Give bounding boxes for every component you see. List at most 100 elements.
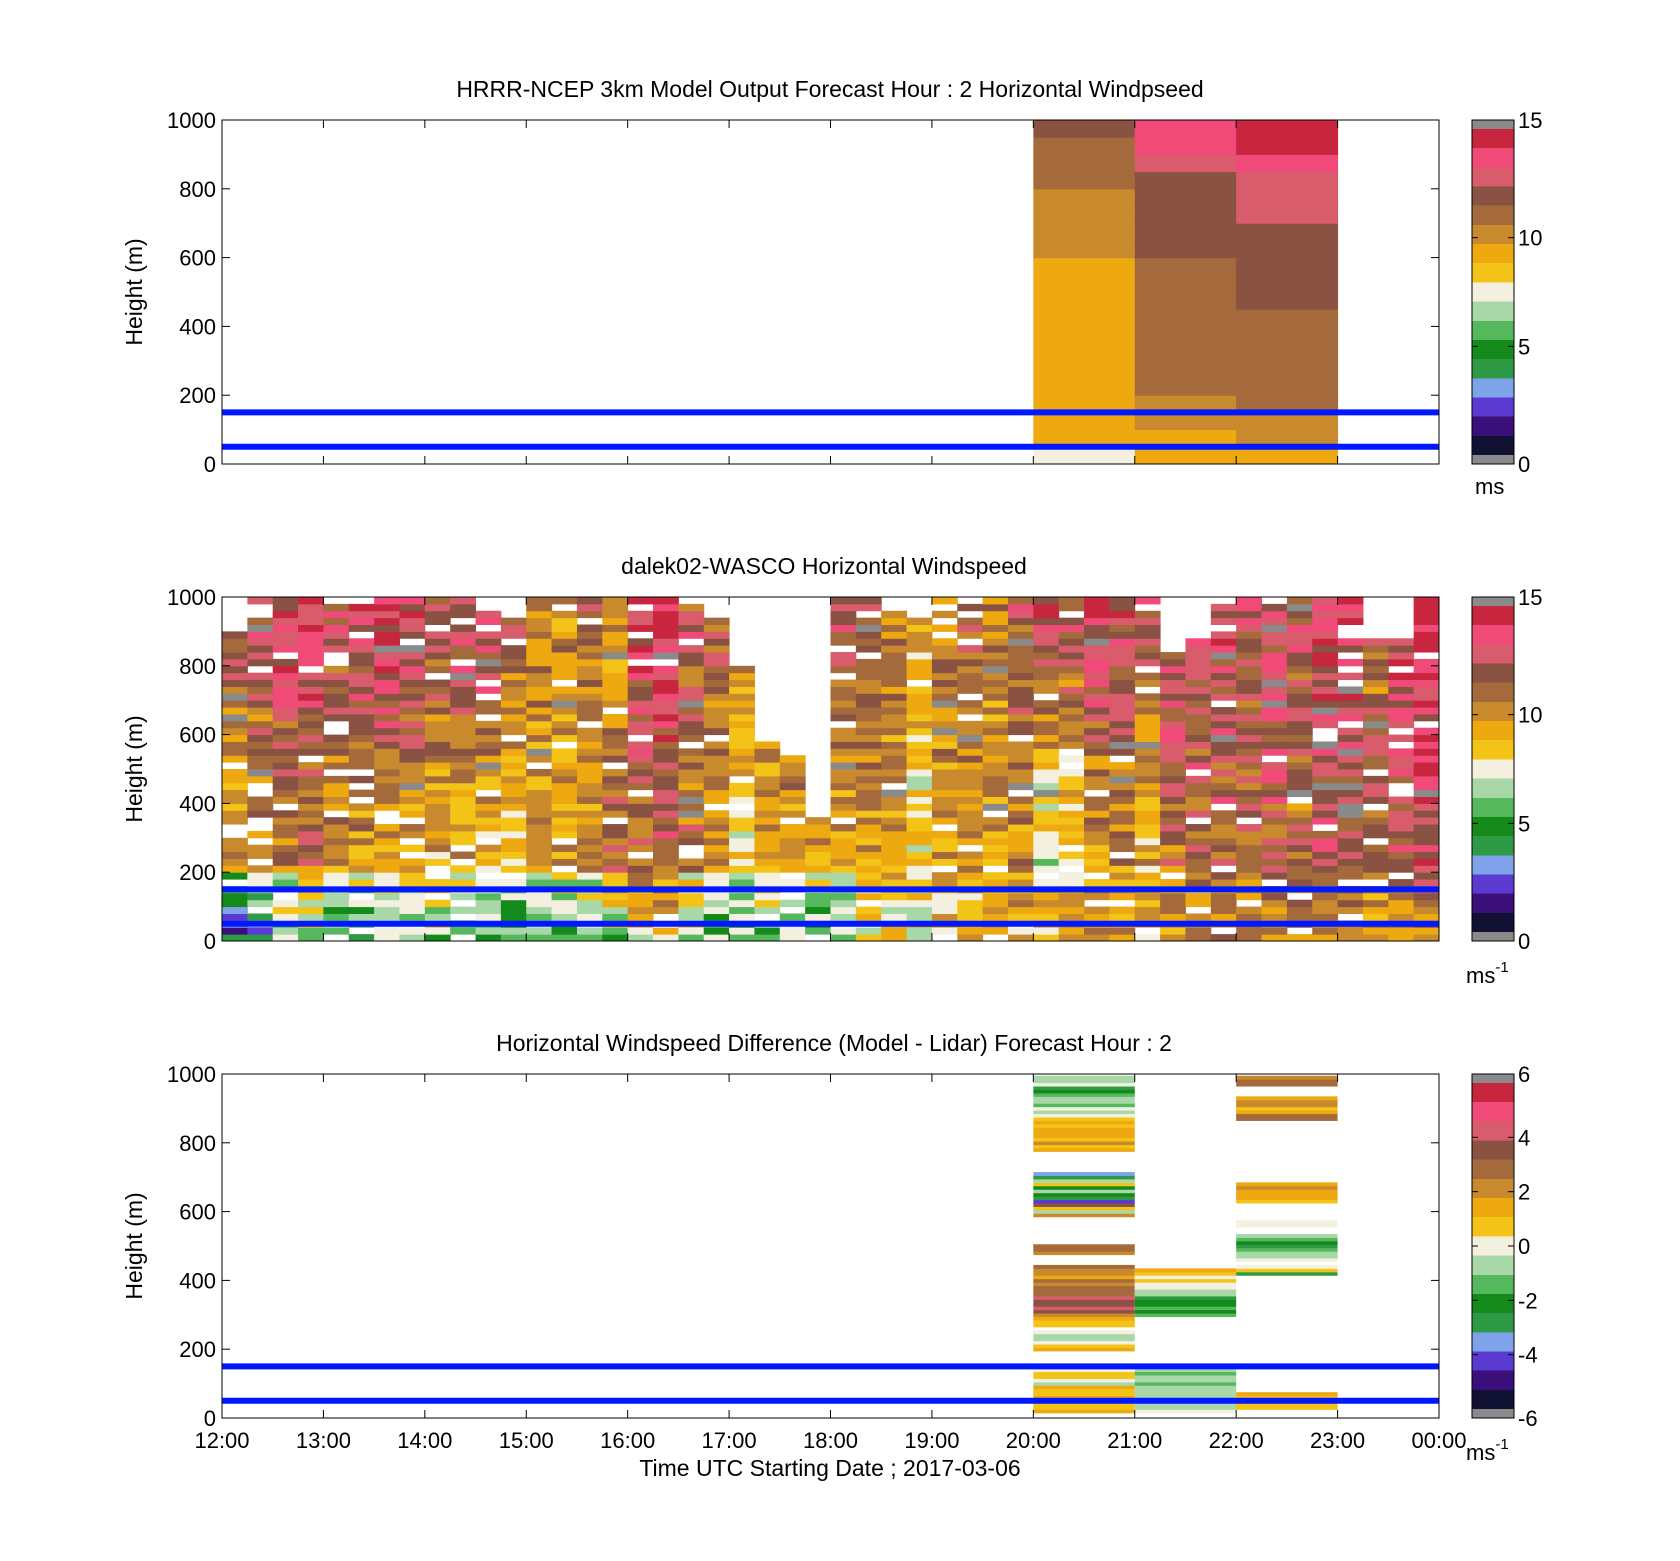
heatmap-cell (526, 700, 553, 708)
heatmap-cell (1084, 617, 1110, 626)
heatmap-cell (931, 720, 958, 729)
heatmap-cell (450, 872, 477, 880)
heatmap-cell (374, 603, 400, 612)
heatmap-cell (1084, 775, 1110, 784)
heatmap-cell (1160, 762, 1186, 770)
heatmap-cell (399, 665, 426, 674)
heatmap-cell (830, 597, 857, 605)
heatmap-cell (247, 597, 274, 605)
heatmap-cell (298, 713, 324, 722)
heatmap-cell (855, 700, 882, 708)
heatmap-cell (1033, 713, 1060, 722)
heatmap-cell (1007, 665, 1034, 674)
heatmap-cell (526, 927, 553, 935)
heatmap-cell (1033, 1405, 1135, 1410)
heatmap-cell (1312, 748, 1339, 756)
heatmap-cell (1236, 679, 1263, 687)
heatmap-cell (1185, 693, 1212, 701)
heatmap-cell (1033, 154, 1136, 173)
heatmap-cell (703, 934, 730, 941)
heatmap-cell (1236, 1240, 1338, 1245)
heatmap-cell (1413, 762, 1439, 770)
heatmap-cell (906, 741, 933, 749)
heatmap-cell (1210, 707, 1237, 715)
heatmap-cell (1261, 700, 1288, 708)
colorbar-frame (1471, 596, 1515, 942)
heatmap-cell (1033, 1209, 1135, 1214)
heatmap-cell (500, 934, 527, 941)
heatmap-cell (1084, 810, 1110, 818)
heatmap-cell (424, 720, 451, 729)
heatmap-cell (1058, 617, 1085, 626)
heatmap-cell (222, 913, 248, 921)
heatmap-cell (222, 631, 248, 639)
heatmap-cell (1337, 741, 1364, 749)
heatmap-cell (906, 617, 933, 626)
heatmap-cell (1236, 624, 1263, 632)
heatmap-cell (1033, 137, 1136, 155)
heatmap-cell (906, 872, 933, 880)
heatmap-cell (348, 713, 375, 722)
heatmap-cell (1185, 879, 1212, 887)
heatmap-cell (1134, 913, 1161, 921)
heatmap-cell (779, 913, 806, 921)
heatmap-cell (222, 638, 248, 646)
heatmap-cell (906, 652, 933, 660)
heatmap-cell (627, 810, 654, 818)
heatmap-cell (1134, 837, 1161, 846)
heatmap-cell (729, 844, 755, 853)
heatmap-cell (298, 830, 324, 839)
heatmap-cell (1312, 817, 1339, 825)
heatmap-cell (222, 899, 248, 908)
heatmap-cell (957, 775, 984, 784)
heatmap-cell (1033, 865, 1060, 873)
heatmap-cell (1210, 796, 1237, 804)
heatmap-cell (1134, 360, 1237, 379)
heatmap-cell (1084, 720, 1110, 729)
heatmap-cell (1084, 803, 1110, 811)
heatmap-cell (1033, 1306, 1135, 1311)
heatmap-cell (627, 597, 654, 605)
heatmap-cell (982, 686, 1009, 694)
heatmap-cell (551, 872, 578, 880)
heatmap-cell (500, 727, 527, 736)
heatmap-cell (957, 865, 984, 873)
heatmap-cell (298, 789, 324, 798)
heatmap-cell (272, 913, 299, 921)
heatmap-cell (1007, 872, 1034, 880)
heatmap-cell (1210, 748, 1237, 756)
heatmap-cell (1236, 1110, 1338, 1115)
heatmap-cell (1236, 748, 1263, 756)
heatmap-cell (576, 824, 603, 832)
heatmap-cell (1261, 775, 1288, 784)
heatmap-cell (1286, 769, 1313, 777)
heatmap-cell (602, 713, 629, 722)
heatmap-cell (500, 713, 527, 722)
heatmap-cell (729, 713, 755, 722)
heatmap-cell (830, 665, 857, 674)
heatmap-cell (222, 741, 248, 749)
heatmap-cell (1236, 631, 1263, 639)
heatmap-cell (475, 927, 502, 935)
heatmap-cell (779, 927, 806, 935)
heatmap-cell (1033, 171, 1136, 190)
heatmap-cell (1033, 1189, 1135, 1194)
heatmap-cell (1134, 906, 1161, 914)
heatmap-cell (703, 789, 730, 798)
heatmap-cell (399, 844, 426, 853)
heatmap-cell (627, 638, 654, 646)
heatmap-cell (348, 789, 375, 798)
heatmap-cell (602, 734, 629, 742)
heatmap-cell (982, 707, 1009, 715)
heatmap-cell (602, 858, 629, 866)
heatmap-cell (1033, 617, 1060, 626)
heatmap-cell (1286, 858, 1313, 866)
heatmap-cell (1134, 713, 1161, 722)
heatmap-cell (906, 707, 933, 715)
heatmap-cell (1286, 789, 1313, 798)
colorbar-scale (1472, 606, 1514, 932)
heatmap-cell (627, 824, 654, 832)
heatmap-cell (729, 741, 755, 749)
heatmap-cell (1160, 679, 1186, 687)
